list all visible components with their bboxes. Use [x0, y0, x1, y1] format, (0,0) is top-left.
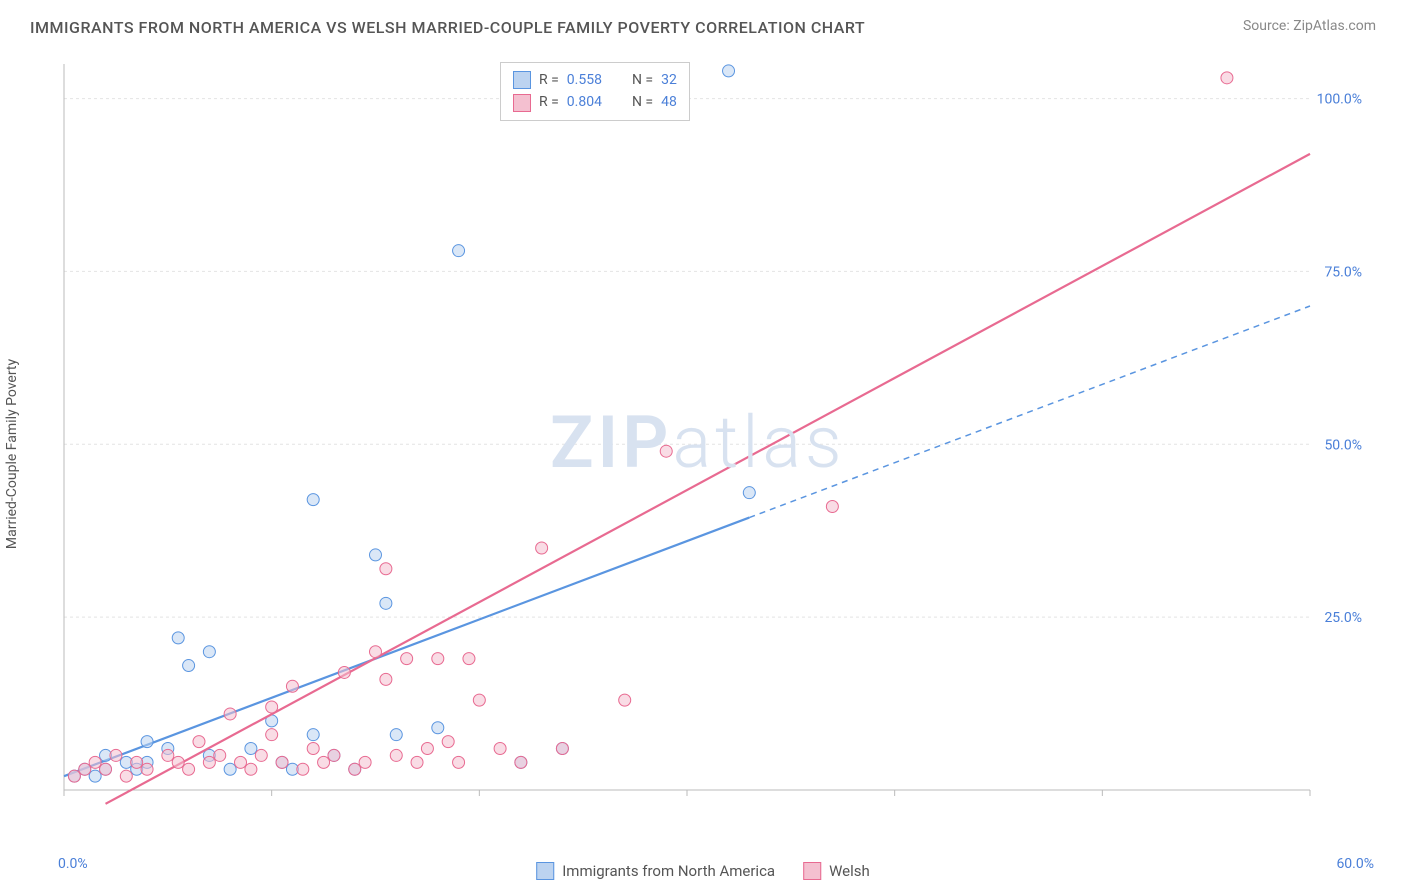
r-label: R =	[539, 91, 559, 113]
swatch-welsh-icon	[803, 862, 821, 880]
r-label: R =	[539, 69, 559, 91]
y-axis-label: Married-Couple Family Poverty	[4, 359, 20, 549]
svg-text:25.0%: 25.0%	[1324, 610, 1362, 626]
legend-item-immigrants[interactable]: Immigrants from North America	[536, 862, 775, 880]
source-label: Source:	[1243, 18, 1293, 34]
svg-text:75.0%: 75.0%	[1324, 264, 1362, 280]
legend-row-immigrants: R = 0.558 N = 32	[513, 69, 677, 91]
plot-area: 25.0%50.0%75.0%100.0% ZIPatlas R = 0.558…	[60, 60, 1370, 820]
x-tick-max: 60.0%	[1336, 856, 1374, 872]
svg-text:50.0%: 50.0%	[1324, 437, 1362, 453]
source-value: ZipAtlas.com	[1293, 18, 1376, 34]
r-value-immigrants: 0.558	[567, 69, 602, 91]
r-value-welsh: 0.804	[567, 91, 602, 113]
swatch-immigrants	[513, 71, 531, 89]
x-tick-min: 0.0%	[58, 856, 88, 872]
correlation-legend: R = 0.558 N = 32 R = 0.804 N = 48	[500, 62, 690, 121]
chart-title: IMMIGRANTS FROM NORTH AMERICA VS WELSH M…	[30, 18, 865, 37]
n-value-immigrants: 32	[661, 69, 677, 91]
swatch-immigrants-icon	[536, 862, 554, 880]
legend-row-welsh: R = 0.804 N = 48	[513, 91, 677, 113]
legend-label-welsh: Welsh	[829, 862, 870, 880]
legend-label-immigrants: Immigrants from North America	[562, 862, 775, 880]
series-legend: Immigrants from North America Welsh	[536, 862, 870, 880]
legend-item-welsh[interactable]: Welsh	[803, 862, 870, 880]
source-credit: Source: ZipAtlas.com	[1243, 18, 1376, 34]
scatter-plot: 25.0% 50.0% 75.0% 100.0%	[60, 60, 1370, 820]
swatch-welsh	[513, 94, 531, 112]
n-label: N =	[632, 69, 653, 91]
n-label: N =	[632, 91, 653, 113]
chart-container: IMMIGRANTS FROM NORTH AMERICA VS WELSH M…	[0, 0, 1406, 892]
n-value-welsh: 48	[661, 91, 677, 113]
svg-text:100.0%: 100.0%	[1317, 92, 1362, 108]
